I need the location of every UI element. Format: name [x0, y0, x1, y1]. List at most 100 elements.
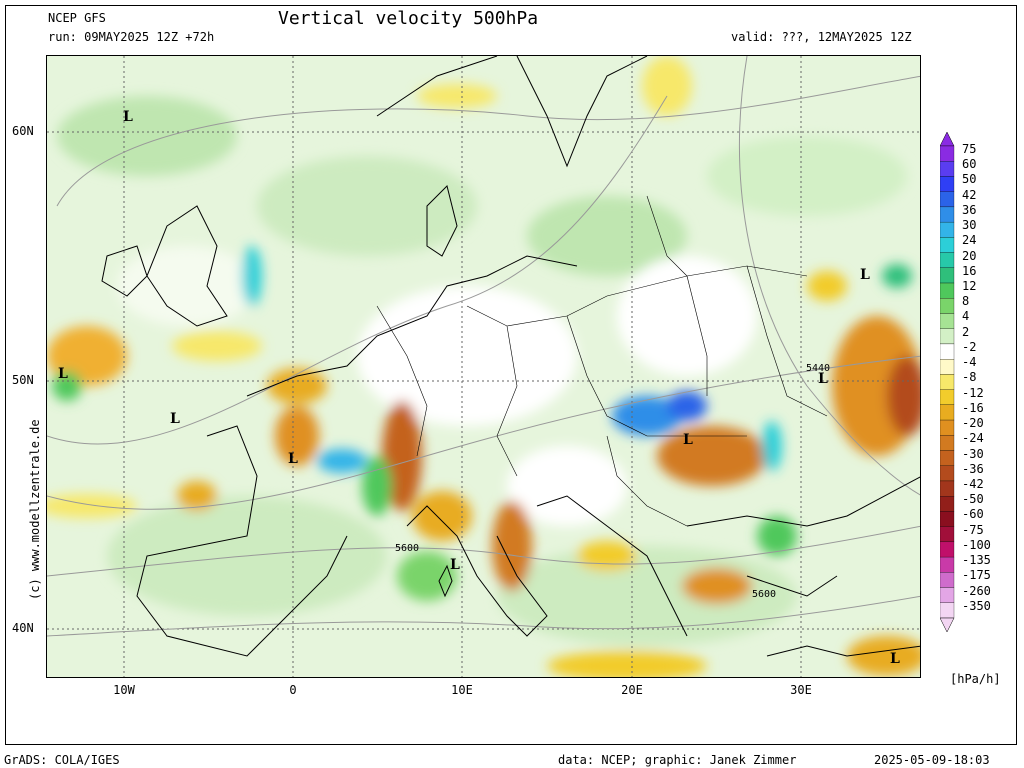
- colorbar-level-label: 24: [962, 233, 977, 248]
- colorbar-unit: [hPa/h]: [950, 672, 1001, 686]
- graticule: [47, 56, 920, 677]
- colorbar-level-label: -42: [962, 476, 984, 491]
- colorbar-swatch: [940, 252, 955, 268]
- lon-label-10w: 10W: [113, 683, 135, 697]
- valid-time: valid: ???, 12MAY2025 12Z: [731, 30, 912, 44]
- colorbar-level-label: -20: [962, 416, 984, 431]
- colorbar-swatch: [940, 313, 955, 329]
- colorbar-swatch: [940, 267, 955, 284]
- colorbar-swatch: [940, 465, 955, 482]
- colorbar-level-label: -260: [962, 583, 991, 598]
- watermark: (c) www.modellzentrale.de: [28, 419, 42, 600]
- colorbar-swatch: [940, 511, 955, 527]
- colorbar-level-label: 60: [962, 157, 977, 172]
- colorbar-level-label: -12: [962, 385, 984, 400]
- lon-label-0: 0: [289, 683, 297, 697]
- colorbar-level-label: -30: [962, 446, 984, 461]
- colorbar-swatch: [940, 206, 955, 223]
- map-area: [46, 55, 921, 678]
- colorbar-swatch: [940, 480, 955, 497]
- colorbar-level-label: 12: [962, 279, 977, 294]
- low-pressure-label: L: [860, 267, 870, 283]
- colorbar-swatch: [940, 435, 955, 451]
- colorbar-level-label: 30: [962, 218, 977, 233]
- colorbar-swatch: [940, 221, 955, 238]
- map-svg: [47, 56, 920, 677]
- contour-label: 5600: [395, 543, 420, 554]
- colorbar-level-label: -60: [962, 507, 984, 522]
- borders: [376, 195, 828, 527]
- colorbar-swatch: [940, 298, 955, 314]
- colorbar-swatch: [940, 374, 955, 390]
- model-name: NCEP GFS: [48, 11, 106, 25]
- colorbar-level-label: -8: [962, 370, 977, 385]
- colorbar-level-label: -24: [962, 431, 984, 446]
- lat-label-40n: 40N: [12, 621, 34, 635]
- colorbar-level-label: 2: [962, 324, 970, 339]
- low-pressure-label: L: [450, 557, 460, 573]
- colorbar-swatch: [940, 526, 955, 543]
- colorbar-swatch: [940, 450, 955, 466]
- colorbar-swatch: [940, 556, 955, 573]
- colorbar-swatch: [940, 541, 955, 558]
- colorbar-swatch: [940, 572, 955, 588]
- footer-center: data: NCEP; graphic: Janek Zimmer: [558, 753, 797, 767]
- colorbar-swatch: [940, 404, 955, 421]
- colorbar-level-label: 8: [962, 294, 970, 309]
- coastlines: [101, 56, 920, 657]
- colorbar-swatch: [940, 176, 955, 192]
- lat-label-60n: 60N: [12, 124, 34, 138]
- colorbar-swatch: [940, 328, 955, 345]
- colorbar-level-label: -50: [962, 492, 984, 507]
- colorbar-level-label: 36: [962, 202, 977, 217]
- colorbar-swatch: [940, 359, 955, 375]
- colorbar-swatch: [940, 237, 955, 253]
- run-info: run: 09MAY2025 12Z +72h: [48, 30, 215, 44]
- colorbar-swatch: [940, 145, 955, 162]
- colorbar-level-label: 50: [962, 172, 977, 187]
- colorbar-level-label: -36: [962, 461, 984, 476]
- colorbar-level-label: -350: [962, 598, 991, 613]
- colorbar-swatch: [940, 496, 955, 512]
- lon-label-10e: 10E: [451, 683, 473, 697]
- footer-right: 2025-05-09-18:03: [874, 753, 990, 767]
- lon-label-20e: 20E: [621, 683, 643, 697]
- colorbar-swatch: [940, 419, 955, 436]
- low-pressure-label: L: [170, 411, 180, 427]
- colorbar-level-label: -16: [962, 400, 984, 415]
- colorbar-level-label: -4: [962, 355, 977, 370]
- colorbar-swatch: [940, 191, 955, 208]
- colorbar-top-arrow: [940, 132, 955, 147]
- colorbar-swatch: [940, 587, 955, 603]
- colorbar-level-label: 20: [962, 248, 977, 263]
- low-pressure-label: L: [890, 651, 900, 667]
- colorbar-level-label: 16: [962, 263, 977, 278]
- contour-label: 5440: [806, 363, 831, 374]
- colorbar-level-label: -75: [962, 522, 984, 537]
- lon-label-30e: 30E: [790, 683, 812, 697]
- low-pressure-label: L: [58, 366, 68, 382]
- colorbar-level-label: -135: [962, 553, 991, 568]
- colorbar: [940, 132, 955, 632]
- colorbar-level-label: 42: [962, 187, 977, 202]
- colorbar-swatch: [940, 602, 955, 619]
- low-pressure-label: L: [818, 371, 828, 387]
- colorbar-level-label: 75: [962, 142, 977, 156]
- colorbar-level-label: -175: [962, 568, 991, 583]
- colorbar-bottom-arrow: [940, 617, 955, 632]
- colorbar-swatch: [940, 389, 955, 405]
- low-pressure-label: L: [288, 451, 298, 467]
- contour-label: 5600: [752, 589, 777, 600]
- footer-left: GrADS: COLA/IGES: [4, 753, 120, 767]
- low-pressure-label: L: [123, 109, 133, 125]
- low-pressure-label: L: [683, 432, 693, 448]
- colorbar-swatch: [940, 282, 955, 299]
- colorbar-swatch: [940, 161, 955, 177]
- colorbar-swatch: [940, 343, 955, 360]
- plot-frame: [5, 5, 1017, 745]
- lat-label-50n: 50N: [12, 373, 34, 387]
- colorbar-level-label: -100: [962, 537, 991, 552]
- colorbar-level-label: 4: [962, 309, 970, 324]
- colorbar-level-label: -2: [962, 339, 977, 354]
- page-title: Vertical velocity 500hPa: [278, 8, 539, 29]
